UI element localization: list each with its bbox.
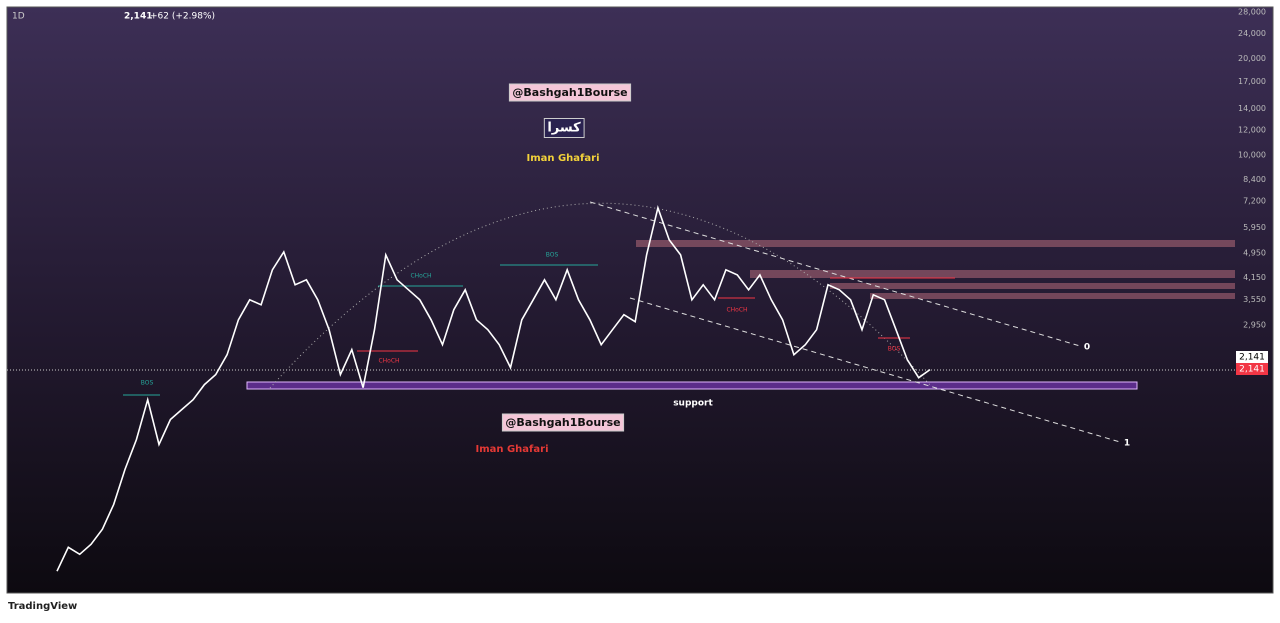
change: +62 (+2.98%) — [150, 12, 215, 22]
trend-line — [629, 297, 1121, 443]
y-tick-label: 28,000 — [1238, 7, 1266, 16]
y-tick-label: 4,150 — [1243, 273, 1266, 282]
y-tick-label: 4,950 — [1243, 249, 1266, 258]
price-tag-label: 2,141 — [1239, 365, 1265, 375]
y-tick-label: 5,950 — [1243, 223, 1266, 232]
annotation: @Bashgah1Bourse — [512, 86, 627, 99]
annotation: CHoCH — [378, 358, 399, 365]
price-line — [56, 204, 931, 572]
annotation: CHoCH — [726, 307, 747, 314]
last-price: 2,141 — [124, 12, 152, 22]
annotation: 0 — [1084, 343, 1090, 353]
plot-bg — [6, 6, 1274, 594]
zone — [870, 293, 1235, 299]
annotation: support — [673, 399, 713, 409]
y-tick-label: 3,550 — [1243, 295, 1266, 304]
trend-line — [589, 201, 1081, 347]
y-tick-label: 17,000 — [1238, 77, 1266, 86]
zone — [636, 240, 1235, 247]
price-tag-label: 2,141 — [1239, 353, 1265, 363]
y-tick-label: 2,950 — [1243, 321, 1266, 330]
annotation: Iman Ghafari — [475, 444, 548, 455]
annotation: BOS — [141, 380, 154, 387]
zone — [750, 270, 1235, 278]
label-bg — [501, 413, 625, 432]
y-tick-label: 10,000 — [1238, 151, 1266, 160]
annotation: CHoCH — [410, 273, 431, 280]
annotation: Iman Ghafari — [526, 153, 599, 164]
y-tick-label: 12,000 — [1238, 125, 1266, 134]
zone — [830, 283, 1235, 289]
y-tick-label: 8,400 — [1243, 175, 1266, 184]
annotation: BOS — [888, 346, 901, 353]
y-tick-label: 14,000 — [1238, 104, 1266, 113]
annotation: @Bashgah1Bourse — [505, 416, 620, 429]
annotation: 1 — [1124, 439, 1130, 449]
price-tag — [1236, 363, 1268, 375]
annotation: BOS — [546, 252, 559, 259]
structure — [123, 264, 955, 396]
y-tick-label: 7,200 — [1243, 196, 1266, 205]
support-zone — [246, 381, 1138, 390]
annotation: کسرا — [547, 121, 581, 136]
label-bg — [543, 118, 585, 138]
footer: TradingView — [8, 601, 77, 612]
y-tick-label: 20,000 — [1238, 54, 1266, 63]
label-bg — [508, 83, 632, 102]
price-tag — [1236, 351, 1268, 363]
interval: 1D — [12, 12, 25, 22]
y-tick-label: 24,000 — [1238, 29, 1266, 38]
